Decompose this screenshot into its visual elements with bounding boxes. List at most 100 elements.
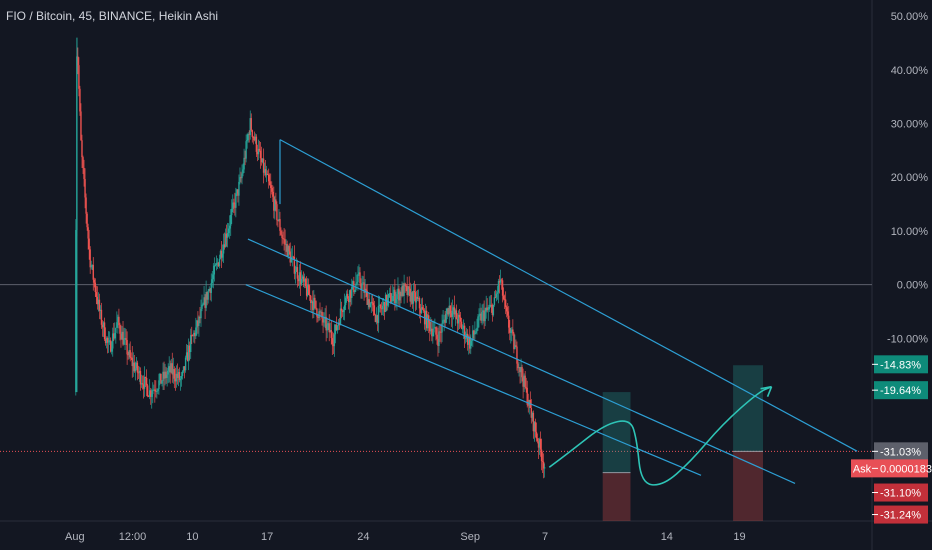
candle-body (335, 324, 338, 331)
candle-body (467, 333, 469, 345)
candle-body (130, 357, 132, 359)
candle-body (408, 286, 410, 289)
candle-body (299, 272, 302, 285)
candle-body (243, 157, 245, 170)
ask-tag-label: Ask (853, 463, 872, 475)
candle-body (407, 286, 409, 295)
candle-body (455, 310, 458, 320)
candle-body (383, 302, 386, 312)
candle-body (461, 328, 464, 330)
candle-body (459, 317, 462, 322)
candle-body (218, 258, 221, 267)
candle-body (317, 316, 319, 319)
candle-body (460, 321, 463, 329)
candle-body (81, 140, 83, 158)
candle-body (533, 422, 536, 432)
candle-body (236, 189, 238, 194)
candle-body (80, 111, 82, 141)
candle-body (91, 264, 93, 266)
candle-body (250, 118, 252, 131)
candle-body (527, 404, 529, 406)
candle-body (524, 375, 526, 387)
candle-body (519, 367, 521, 373)
candle-body (222, 244, 225, 254)
candle-body (361, 283, 363, 290)
candle-body (306, 284, 309, 296)
candle-body (143, 376, 146, 389)
candle-body (223, 244, 226, 248)
candle-body (173, 369, 176, 379)
candle-body (190, 335, 192, 353)
candle-body (389, 292, 391, 294)
candle-body (434, 327, 436, 329)
long-position-stop-zone (602, 472, 631, 521)
candle-body (183, 366, 186, 371)
candle-body (385, 294, 388, 306)
candle-body (105, 337, 108, 344)
candle-body (164, 371, 166, 379)
candle-body (337, 322, 340, 326)
candle-body (308, 284, 310, 295)
candle-body (523, 375, 525, 387)
candle-body (401, 285, 403, 297)
candle-body (480, 313, 482, 321)
candle-body (154, 389, 156, 392)
candle-body (201, 304, 203, 309)
candle-body (253, 136, 256, 141)
candle-body (231, 208, 233, 215)
candle-body (99, 309, 102, 311)
candle-body (535, 431, 538, 439)
candle-body (521, 366, 523, 378)
candle-body (155, 391, 157, 392)
candle-body (270, 185, 272, 188)
candle-body (275, 199, 277, 205)
candle-body (88, 238, 90, 250)
candle-body (484, 311, 486, 322)
candle-body (348, 298, 350, 303)
candle-body (262, 158, 265, 173)
candle-body (395, 299, 397, 304)
candle-body (501, 280, 504, 296)
candle-body (146, 385, 149, 397)
candle-body (342, 309, 345, 313)
candle-body (525, 386, 527, 388)
candle-body (111, 348, 113, 352)
candle-body (271, 187, 273, 192)
candle-body (537, 441, 540, 448)
candle-body (336, 325, 339, 331)
candle-body (86, 213, 88, 228)
candle-body (470, 340, 472, 349)
candle-body (85, 197, 87, 214)
candle-body (90, 265, 92, 268)
candle-body (114, 332, 116, 339)
candle-body (100, 309, 103, 325)
candle-body (287, 246, 289, 257)
candle-body (424, 310, 427, 325)
candle-body (246, 140, 248, 142)
candle-body (297, 278, 300, 282)
candle-body (511, 329, 513, 332)
candle-body (293, 256, 296, 274)
candle-body (145, 377, 148, 386)
candle-body (82, 157, 84, 168)
candle-body (219, 250, 222, 259)
candle-body (185, 352, 188, 358)
candle-body (96, 296, 99, 305)
candle-body (110, 340, 112, 352)
candle-body (512, 329, 514, 334)
candle-body (261, 158, 264, 163)
candle-body (526, 387, 528, 405)
candle-body (402, 285, 404, 296)
candle-body (162, 371, 164, 382)
candle-body (187, 345, 190, 362)
candle-body (206, 291, 208, 300)
candle-body (252, 136, 255, 138)
price-label-box (874, 355, 928, 374)
candle-body (422, 309, 425, 311)
candle-body (196, 320, 198, 328)
candle-body (118, 316, 120, 326)
candle-body (215, 263, 218, 266)
candle-body (504, 299, 507, 308)
candle-body (126, 340, 128, 355)
